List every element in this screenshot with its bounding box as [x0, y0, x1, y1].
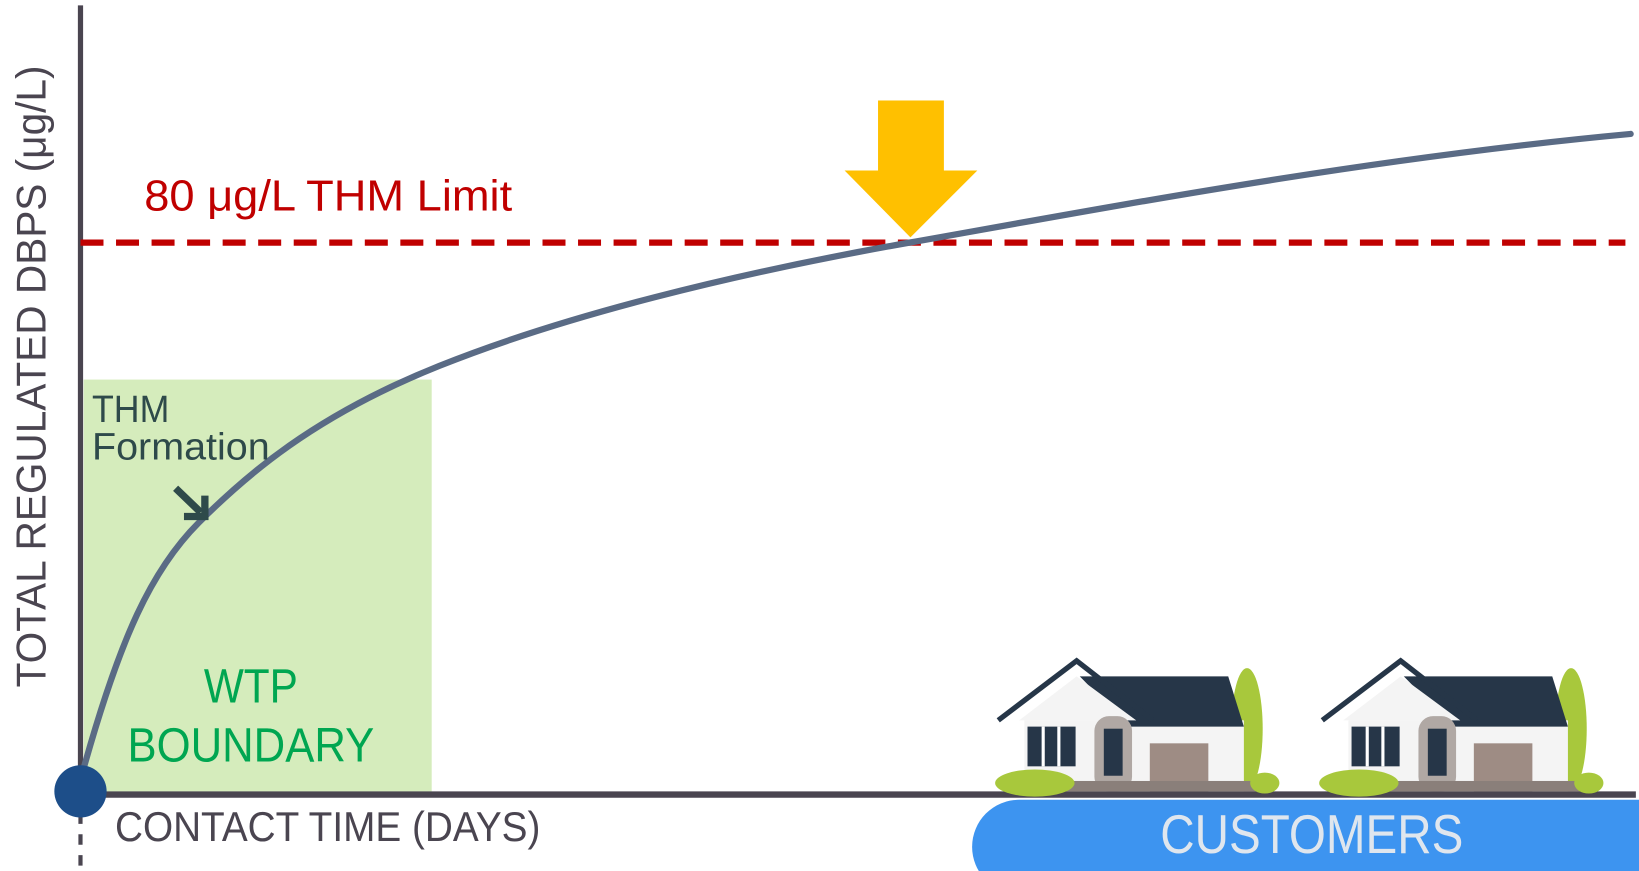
y-axis-label: TOTAL REGULATED DBPS (μg/L) [8, 65, 55, 687]
wtp-label: BOUNDARY [128, 718, 375, 772]
diagram: CUSTOMERS TOTAL REGULATED DBPS (μg/L) CO… [0, 0, 1639, 871]
wtp-label: WTP [204, 660, 298, 714]
x-axis-label: CONTACT TIME (DAYS) [115, 803, 540, 850]
origin-dot [54, 765, 106, 817]
formation-label: Formation [92, 426, 270, 468]
house [1319, 661, 1603, 797]
formation-label: THM [92, 388, 169, 430]
limit-label: 80 μg/L THM Limit [144, 171, 512, 220]
page: CUSTOMERS TOTAL REGULATED DBPS (μg/L) CO… [0, 0, 1639, 871]
customers-label: CUSTOMERS [1160, 804, 1463, 865]
crossing-arrow [845, 100, 978, 237]
house [995, 661, 1279, 797]
